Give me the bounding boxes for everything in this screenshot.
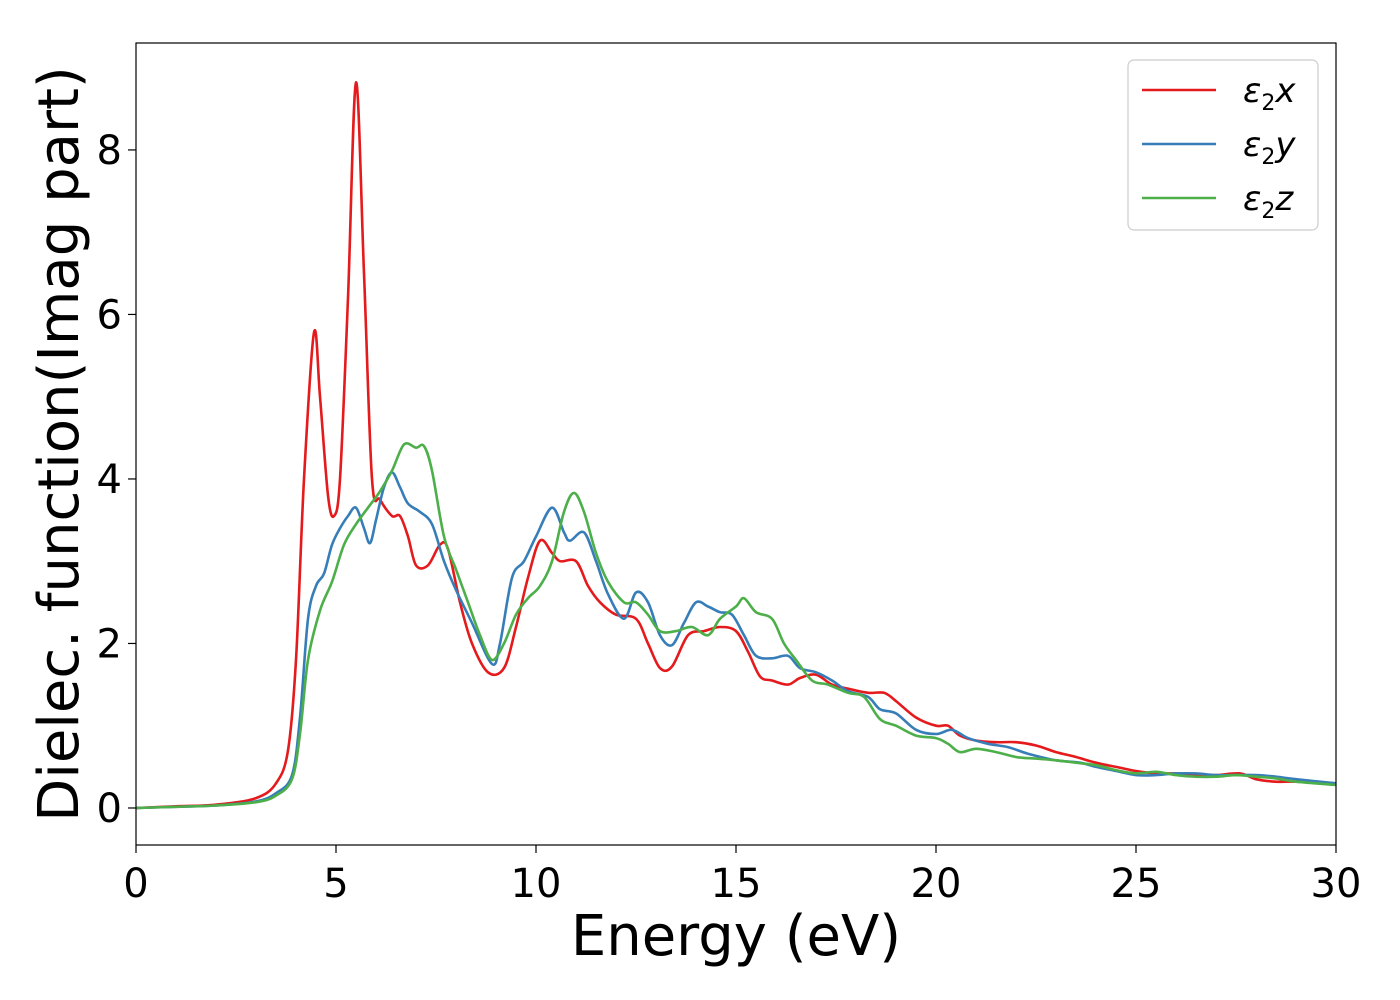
y-tick-label: 0 <box>97 786 122 832</box>
legend-label: ε2z <box>1243 179 1294 224</box>
x-tick-label: 15 <box>711 861 762 907</box>
legend: ε2x ε2y ε2z <box>1127 59 1319 231</box>
plot-lines <box>136 81 1336 810</box>
y-tick-label: 4 <box>97 457 122 503</box>
series-line-1 <box>136 81 1336 810</box>
x-tick-label: 0 <box>123 861 148 907</box>
legend-label: ε2x <box>1243 71 1296 116</box>
x-tick-label: 20 <box>911 861 962 907</box>
legend-label: ε2y <box>1243 125 1296 170</box>
y-tick-label: 8 <box>97 128 122 174</box>
y-tick-label: 2 <box>97 621 122 667</box>
x-tick-label: 30 <box>1311 861 1362 907</box>
y-axis-title: Dielec. function(Imag part) <box>27 66 92 822</box>
x-axis-ticks: 0 5 10 15 20 25 30 <box>123 845 1361 907</box>
x-tick-label: 10 <box>511 861 562 907</box>
y-axis-ticks: 0 2 4 6 8 <box>97 128 136 832</box>
y-tick-label: 6 <box>97 292 122 338</box>
legend-box <box>1127 59 1319 231</box>
x-tick-label: 25 <box>1111 861 1162 907</box>
series-line-3 <box>136 441 1336 810</box>
x-axis-title: Energy (eV) <box>571 904 901 969</box>
x-tick-label: 5 <box>323 861 348 907</box>
